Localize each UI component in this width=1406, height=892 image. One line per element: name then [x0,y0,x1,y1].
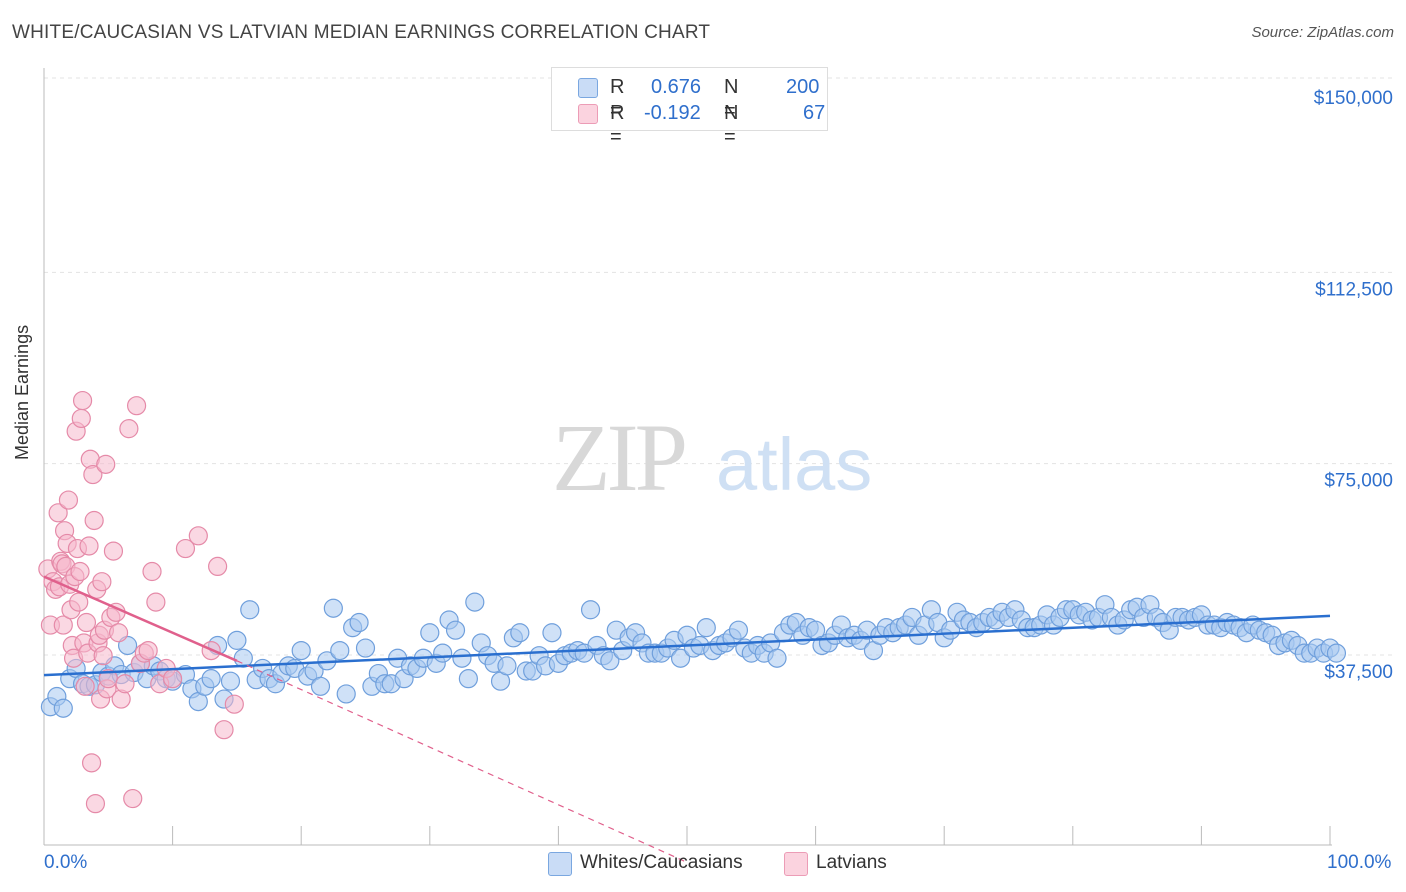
whites-point [310,676,331,696]
whites-point [445,620,466,640]
whites-point [291,640,311,661]
latvians-trend-line [43,575,238,662]
n-label: N = [724,102,739,148]
n-value-latvians: 67 [803,102,826,124]
whites-point [355,638,376,658]
whites-point [330,640,350,661]
whites-point [323,598,343,618]
legend-swatch-latvians [784,852,808,876]
y-tick-label: $37,500 [1324,662,1393,683]
whites-point [542,623,562,643]
y-tick-label: $112,500 [1315,279,1393,300]
whites-points [40,592,1347,718]
whites-point [201,669,221,689]
latvians-point [214,720,234,740]
latvians-point [126,396,147,416]
y-tick-label: $75,000 [1324,471,1393,492]
latvians-points [38,390,244,814]
r-value-whites: 0.676 [651,76,702,98]
whites-point [465,592,485,612]
latvians-point [76,612,97,633]
x-tick-min: 0.0% [44,852,88,873]
r-label: R = [610,102,625,148]
latvians-point [58,490,79,510]
latvians-point [53,615,73,635]
latvians-point [103,541,124,561]
y-tick-label: $150,000 [1314,88,1393,109]
latvians-point [92,572,112,592]
latvians-point [85,794,106,814]
whites-point [233,648,253,668]
whites-point [227,630,247,650]
latvians-point [72,390,93,411]
source-label: Source: ZipAtlas.com [1251,24,1394,41]
trend-lines [43,575,1331,863]
watermark: ZIP atlas [552,404,872,511]
whites-point [53,698,73,718]
whites-point [1326,643,1347,663]
whites-point [767,648,787,668]
latvians-point [188,526,208,546]
latvians-trend-extension [236,660,688,863]
whites-point [433,643,453,663]
legend-label-latvians: Latvians [816,852,887,873]
latvians-point [96,454,116,474]
latvians-point [81,753,102,773]
latvians-point [224,694,244,714]
whites-point [240,600,260,620]
latvians-point [208,556,228,577]
latvians-point [79,536,99,556]
whites-point [458,669,478,689]
latvians-point [123,788,143,809]
latvians-point [108,623,129,643]
whites-trend-line [43,614,1331,677]
latvians-point [93,646,113,666]
whites-point [349,612,369,633]
legend-swatch-whites [548,852,572,876]
whites-point [696,618,716,638]
whites-point [670,648,691,668]
stats-legend: R = 0.676 N = 200 R = -0.192 N = 67 [551,67,828,148]
latvians-point [146,592,166,612]
grid-lines [44,77,1395,656]
n-value-whites: 200 [786,76,820,98]
watermark-atlas: atlas [716,423,872,506]
whites-point [600,651,620,671]
latvians-point [142,561,162,582]
y-axis-label: Median Earnings [12,324,32,460]
latvians-point [163,669,183,689]
latvians-point [115,674,135,694]
latvians-point [138,640,158,661]
whites-point [510,623,530,643]
latvians-point [175,538,196,559]
latvians-point [119,419,139,439]
whites-point [728,620,749,640]
whites-point [497,656,517,676]
axes [43,68,1332,846]
whites-point [220,671,241,691]
whites-point [336,684,356,704]
x-tick-max: 100.0% [1327,852,1392,873]
latvians-point [75,676,95,696]
latvians-point [48,503,68,523]
latvians-swatch [578,104,598,124]
n-label: N = [724,76,739,122]
whites-point [580,600,601,620]
latvians-point [84,510,104,531]
whites-swatch [578,78,598,98]
latvians-point [83,464,103,485]
r-value-latvians: -0.192 [644,102,701,124]
watermark-zip: ZIP [552,404,685,511]
whites-point [420,623,440,643]
latvians-point [70,561,90,582]
r-label: R = [610,76,625,122]
chart-title: WHITE/CAUCASIAN VS LATVIAN MEDIAN EARNIN… [12,22,711,43]
whites-point [452,648,472,668]
y-tick-labels: $37,500 $75,000 $112,500 $150,000 [1314,88,1393,683]
legend-label-whites: Whites/Caucasians [580,852,743,873]
latvians-point [71,408,91,429]
